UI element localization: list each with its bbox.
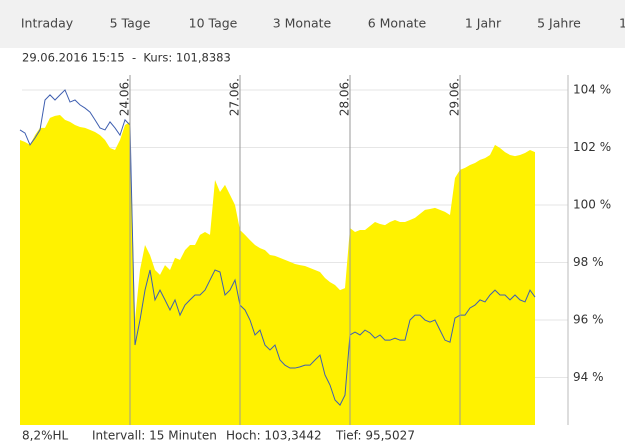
x-tick-label: 29.06. <box>448 78 462 116</box>
x-tick-label: 24.06. <box>118 78 132 116</box>
x-tick-label: 28.06. <box>338 78 352 116</box>
tab[interactable]: 1 <box>619 16 625 31</box>
tab[interactable]: 6 Monate <box>368 16 427 31</box>
line <box>19 89 536 407</box>
plot <box>19 89 536 426</box>
tab[interactable]: 3 Monate <box>273 16 332 31</box>
footer-text: Hoch: 103,3442 <box>226 429 322 443</box>
info-line: 29.06.2016 15:15 - Kurs: 101,8383 <box>22 51 231 65</box>
area <box>20 114 535 426</box>
tab[interactable]: 5 Tage <box>110 16 151 31</box>
y-tick-label: 102 % <box>573 140 611 154</box>
y-tick-label: 98 % <box>573 255 604 269</box>
tab-bar <box>0 0 625 48</box>
footer-text: Tief: 95,5027 <box>335 429 415 443</box>
x-tick-label: 27.06. <box>228 78 242 116</box>
y-tick-label: 96 % <box>573 313 604 327</box>
footer-text: 8,2%HL <box>22 429 69 443</box>
y-tick-label: 104 % <box>573 82 611 96</box>
footer-text: Intervall: 15 Minuten <box>92 429 217 443</box>
tab[interactable]: 1 Jahr <box>465 16 502 31</box>
y-tick-label: 94 % <box>573 370 604 384</box>
y-tick-label: 100 % <box>573 197 611 211</box>
tab[interactable]: Intraday <box>21 16 74 31</box>
tab[interactable]: 10 Tage <box>189 16 238 31</box>
tab[interactable]: 5 Jahre <box>537 16 581 31</box>
